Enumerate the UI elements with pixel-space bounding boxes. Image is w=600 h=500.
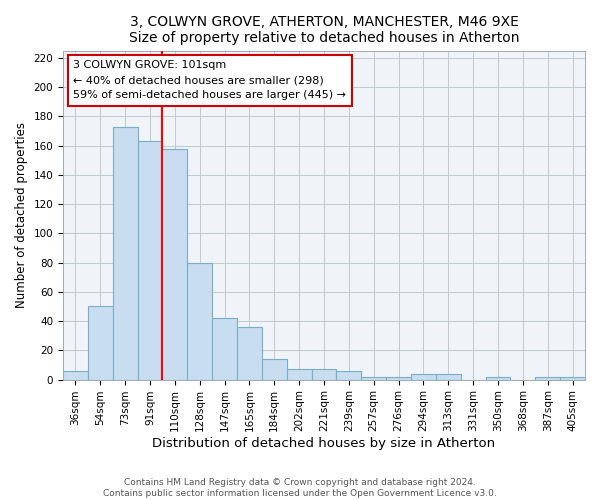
Bar	[337, 371, 361, 380]
X-axis label: Distribution of detached houses by size in Atherton: Distribution of detached houses by size …	[152, 437, 496, 450]
Bar	[113, 126, 137, 380]
Bar	[311, 370, 337, 380]
Text: 3 COLWYN GROVE: 101sqm
← 40% of detached houses are smaller (298)
59% of semi-de: 3 COLWYN GROVE: 101sqm ← 40% of detached…	[73, 60, 346, 100]
Bar	[212, 318, 237, 380]
Bar	[535, 376, 560, 380]
Bar	[411, 374, 436, 380]
Bar	[137, 141, 163, 380]
Bar	[187, 262, 212, 380]
Bar	[485, 376, 511, 380]
Bar	[386, 376, 411, 380]
Bar	[361, 376, 386, 380]
Bar	[63, 371, 88, 380]
Bar	[88, 306, 113, 380]
Bar	[287, 370, 311, 380]
Bar	[436, 374, 461, 380]
Title: 3, COLWYN GROVE, ATHERTON, MANCHESTER, M46 9XE
Size of property relative to deta: 3, COLWYN GROVE, ATHERTON, MANCHESTER, M…	[129, 15, 519, 45]
Y-axis label: Number of detached properties: Number of detached properties	[15, 122, 28, 308]
Bar	[237, 327, 262, 380]
Bar	[262, 359, 287, 380]
Bar	[163, 148, 187, 380]
Text: Contains HM Land Registry data © Crown copyright and database right 2024.
Contai: Contains HM Land Registry data © Crown c…	[103, 478, 497, 498]
Bar	[560, 376, 585, 380]
